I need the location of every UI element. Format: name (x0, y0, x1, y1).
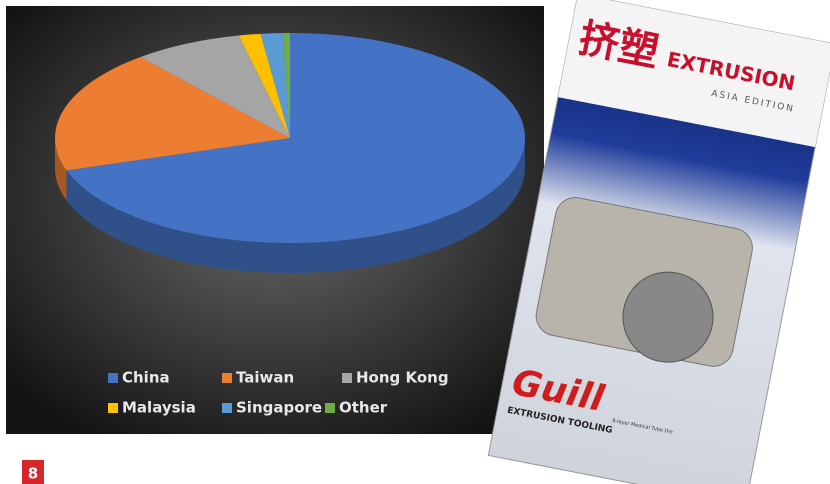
legend-swatch (108, 373, 118, 383)
cover-masthead (557, 0, 830, 148)
pie-slice (54, 57, 290, 171)
pie-slice (140, 35, 290, 138)
pie-slice (282, 33, 290, 138)
legend-label: China (122, 369, 170, 387)
legend-label: Singapore (236, 399, 322, 417)
legend-swatch (222, 403, 232, 413)
pie (54, 33, 526, 273)
page-number: 8 (28, 465, 38, 483)
pie-slice (260, 33, 290, 138)
legend-label: Hong Kong (356, 369, 449, 387)
page-number-box (22, 460, 44, 484)
pie-side (66, 138, 526, 273)
legend-swatch (342, 373, 352, 383)
legend-swatch (325, 403, 335, 413)
legend-swatch (108, 403, 118, 413)
magazine-cover: 挤塑 EXTRUSION ASIA EDITION Guill EXTRUSIO… (487, 0, 830, 484)
legend-swatch (222, 373, 232, 383)
legend-label: Malaysia (122, 399, 196, 417)
cover-die-face (622, 271, 714, 363)
pie-side (55, 138, 67, 201)
legend-label: Taiwan (236, 369, 294, 387)
pie-slice (238, 33, 290, 138)
legend: China Taiwan Hong Kong Malaysia Singapore Oth… (108, 369, 449, 417)
pie-slice (66, 33, 525, 243)
legend-label: Other (339, 399, 388, 417)
